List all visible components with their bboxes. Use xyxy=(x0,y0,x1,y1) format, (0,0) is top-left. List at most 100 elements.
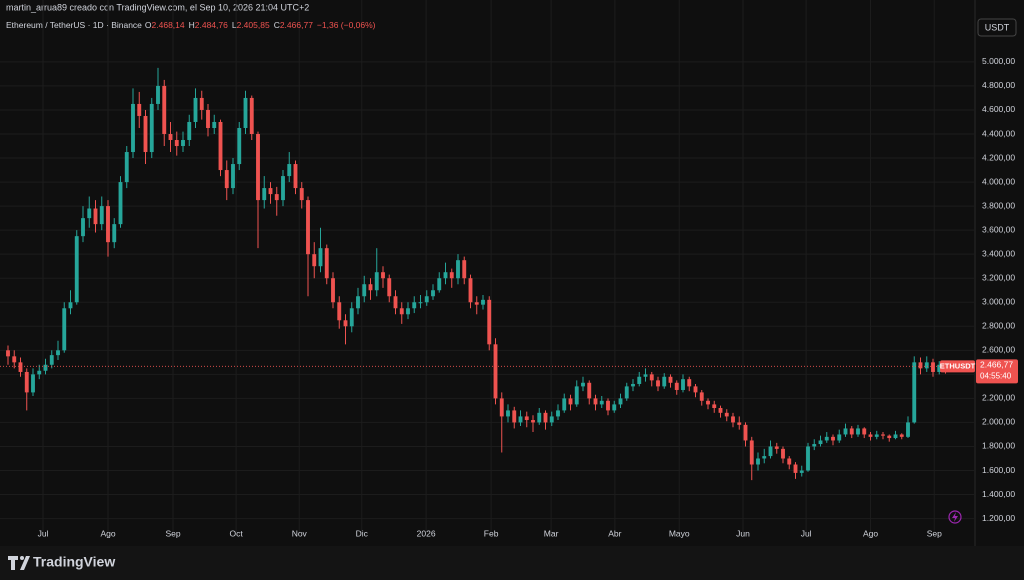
y-tick-label: 5.000,00 xyxy=(982,56,1015,66)
candle-body xyxy=(668,376,673,383)
candle-body xyxy=(106,206,110,243)
candle-body xyxy=(268,188,273,195)
x-tick-label: Jul xyxy=(801,528,812,538)
candle-body xyxy=(31,374,35,393)
candle-body xyxy=(562,398,567,411)
candle-body xyxy=(431,290,435,297)
y-tick-label: 4.000,00 xyxy=(982,176,1015,186)
candle-body xyxy=(831,436,835,441)
candle-body xyxy=(499,398,504,417)
grid xyxy=(0,0,975,533)
y-tick-label: 4.600,00 xyxy=(982,104,1015,114)
candle-body xyxy=(937,364,942,372)
candle-body xyxy=(437,278,442,291)
x-tick-label: Jun xyxy=(736,528,750,538)
candle-body xyxy=(518,416,523,423)
x-tick-label: Abr xyxy=(608,528,621,538)
y-tick-label: 2.200,00 xyxy=(982,393,1015,403)
candle-body xyxy=(662,376,667,387)
ohlc-value: 2.466,77 xyxy=(280,20,313,30)
candle-body xyxy=(537,412,542,423)
candle-body xyxy=(249,97,254,135)
footer-bar xyxy=(0,546,1024,580)
candle-body xyxy=(449,272,454,279)
ohlc-key: H xyxy=(189,20,195,30)
last-price-label: 2.466,77 xyxy=(980,360,1013,370)
candle-body xyxy=(162,85,167,135)
x-tick-label: Feb xyxy=(484,528,499,538)
currency[interactable]: USDT xyxy=(985,22,1010,32)
candle-body xyxy=(681,379,685,390)
candle-body xyxy=(649,374,654,381)
candle-body xyxy=(806,446,810,471)
y-tick-label: 3.600,00 xyxy=(982,224,1015,234)
candle-body xyxy=(906,422,910,437)
candle-body xyxy=(543,412,548,423)
candle-body xyxy=(756,458,760,465)
candle-body xyxy=(399,308,404,315)
y-tick-label: 3.000,00 xyxy=(982,297,1015,307)
candle-body xyxy=(181,140,185,147)
candle-body xyxy=(512,410,517,423)
candle-body xyxy=(924,362,929,369)
candle-body xyxy=(56,350,60,356)
candle-body xyxy=(881,434,885,436)
candle-body xyxy=(237,127,242,165)
candle-body xyxy=(62,308,67,351)
candle-body xyxy=(918,362,923,369)
candle-body xyxy=(824,436,829,441)
candle-body xyxy=(18,362,23,372)
candle-body xyxy=(787,458,792,465)
candle-body xyxy=(81,218,85,237)
candle-body xyxy=(324,248,329,279)
candle-body xyxy=(737,422,742,425)
candle-body xyxy=(462,260,467,279)
x-tick-label: 2026 xyxy=(417,528,436,538)
x-tick-label: Ago xyxy=(863,528,878,538)
candle-body xyxy=(893,434,898,439)
candle-body xyxy=(393,296,398,309)
candle-body xyxy=(306,200,310,255)
candle-body xyxy=(687,379,692,387)
candle-body xyxy=(899,434,904,437)
candle-body xyxy=(724,412,729,417)
candle-body xyxy=(843,428,848,435)
candle-body xyxy=(256,134,260,201)
candle-body xyxy=(643,374,648,377)
candle-body xyxy=(331,278,335,303)
candle-body xyxy=(199,97,204,110)
alert-icon[interactable] xyxy=(948,510,962,524)
candle-body xyxy=(693,386,698,393)
y-tick-label: 3.400,00 xyxy=(982,248,1015,258)
candle-body xyxy=(374,272,379,291)
candle-body xyxy=(587,382,592,399)
candle-body xyxy=(218,121,223,171)
candle-body xyxy=(124,152,129,183)
candle-body xyxy=(799,470,804,473)
candle-body xyxy=(412,302,417,309)
y-tick-label: 3.800,00 xyxy=(982,200,1015,210)
ohlc-value: 2.468,14 xyxy=(152,20,185,30)
candle-body xyxy=(224,170,229,189)
candle-body xyxy=(856,428,860,435)
candle-body xyxy=(293,164,298,189)
axes: 1.200,00 1.400,00 1.600,00 1.800,00 2.000,00… xyxy=(0,56,1018,538)
candle-body xyxy=(468,278,473,303)
candle-body xyxy=(193,97,198,122)
ohlc-key: O xyxy=(145,20,152,30)
ohlc-key: L xyxy=(232,20,237,30)
candle-body xyxy=(656,380,660,387)
currency-button[interactable] xyxy=(977,18,1017,37)
candle-body xyxy=(506,410,510,417)
y-tick-label: 1.400,00 xyxy=(982,489,1015,499)
candle-body xyxy=(174,140,179,147)
y-tick-label: 4.400,00 xyxy=(982,128,1015,138)
candle-body xyxy=(74,236,79,303)
alert-icon-bolt xyxy=(952,512,958,522)
candle-body xyxy=(849,428,854,435)
candle-body xyxy=(612,404,617,411)
candle-body xyxy=(149,103,154,153)
candles xyxy=(6,67,948,481)
